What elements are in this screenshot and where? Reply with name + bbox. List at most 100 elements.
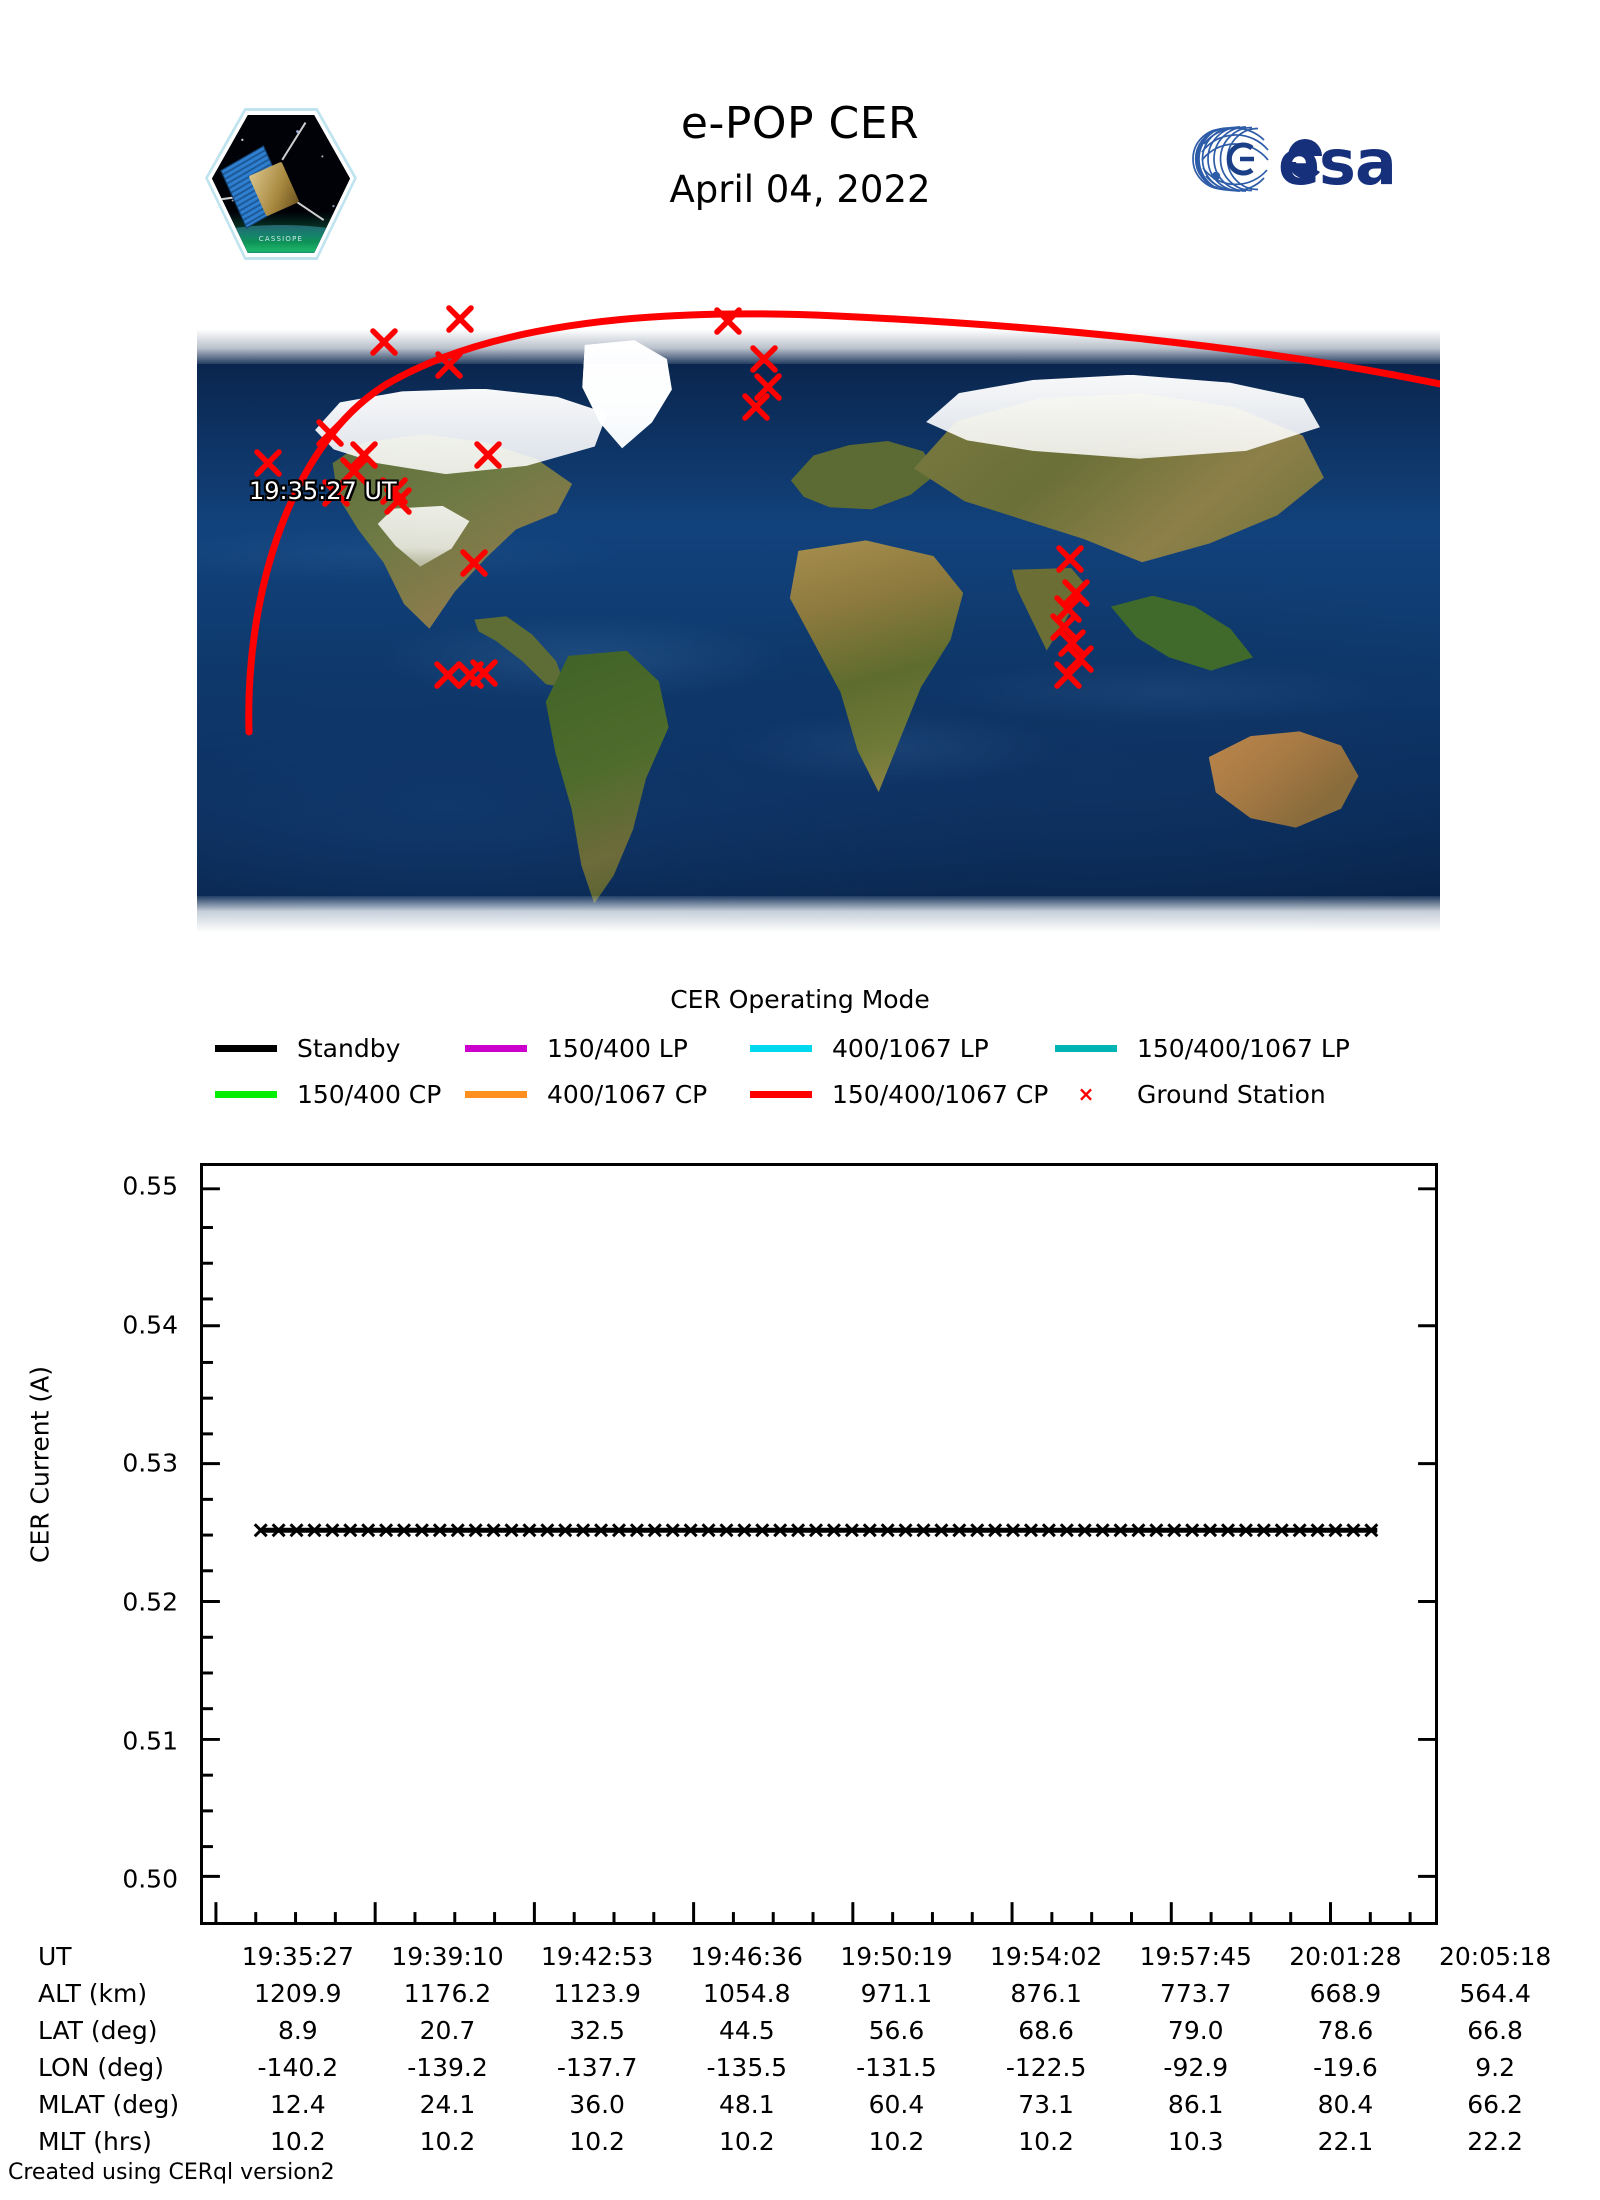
legend-item-150-400-cp[interactable]: 150/400 CP (215, 1080, 465, 1109)
table-cell: -140.2 (257, 2053, 339, 2082)
table-cell: 12.4 (269, 2090, 326, 2119)
ground-track-map: 19:35:27 UT 20:05:18 UT (197, 292, 1440, 982)
table-cell: 10.2 (718, 2127, 775, 2156)
footer-credit: Created using CERql version2 (8, 2160, 335, 2185)
table-cell: 19:46:36 (690, 1942, 803, 1971)
table-cell: 22.2 (1467, 2127, 1523, 2156)
legend-label-150-400-cp: 150/400 CP (297, 1079, 442, 1109)
legend-label-150-400-lp: 150/400 LP (547, 1033, 688, 1063)
table-cell: -19.6 (1313, 2053, 1378, 2082)
table-row: MLAT (deg) 12.4 24.1 36.0 48.1 60.4 73.1 86.1 80… (30, 2086, 1570, 2123)
ephemeris-table-grid: UT 19:35:27 19:39:10 19:42:53 19:46:36 19:50:… (30, 1938, 1570, 2160)
ephemeris-table: UT 19:35:27 19:39:10 19:42:53 19:46:36 19:50:… (30, 1938, 1570, 2160)
table-cell: -92.9 (1163, 2053, 1229, 2082)
table-row: ALT (km) 1209.9 1176.2 1123.9 1054.8 971.1 876… (30, 1975, 1570, 2012)
legend-label-400-1067-lp: 400/1067 LP (832, 1033, 989, 1063)
legend-label-ground-station: Ground Station (1137, 1079, 1326, 1109)
plot-canvas (203, 1187, 1435, 1922)
table-cell: 19:54:02 (989, 1942, 1103, 1971)
legend-item-150-400-1067-cp[interactable]: 150/400/1067 CP (750, 1080, 1055, 1109)
table-cell: 66.2 (1467, 2090, 1523, 2119)
legend-item-400-1067-cp[interactable]: 400/1067 CP (465, 1080, 750, 1109)
table-cell: 48.1 (718, 2090, 775, 2119)
svg-text:esa: esa (1278, 126, 1396, 199)
table-cell: 773.7 (1159, 1979, 1232, 2008)
legend-swatch-150-400-1067-lp (1055, 1044, 1117, 1052)
table-cell: 10.3 (1167, 2127, 1224, 2156)
legend-swatch-400-1067-cp (465, 1090, 527, 1098)
table-row-label: LON (deg) (38, 2053, 164, 2082)
table-cell: -131.5 (856, 2053, 937, 2082)
orbit-overlay (245, 305, 1440, 736)
table-row-label: MLT (hrs) (38, 2127, 152, 2156)
table-cell: 19:50:19 (840, 1942, 953, 1971)
ephemeris-table-body: UT 19:35:27 19:39:10 19:42:53 19:46:36 19:50:… (30, 1938, 1570, 2160)
table-cell: 10.2 (569, 2127, 625, 2156)
table-cell: 10.2 (269, 2127, 326, 2156)
y-tick-0-50: 0.50 (122, 1864, 178, 1894)
page-title: e-POP CER (680, 98, 920, 149)
table-cell: 876.1 (1010, 1979, 1082, 2008)
table-cell: 78.6 (1317, 2016, 1374, 2045)
ground-station-x-icon: × (1077, 1082, 1095, 1106)
operating-mode-legend: Standby 150/400 LP 400/1067 LP 150/400/1… (215, 1030, 1435, 1122)
table-cell: 19:42:53 (541, 1942, 654, 1971)
orbit-ground-track (245, 310, 1440, 736)
table-row-label: ALT (km) (38, 1979, 148, 2008)
table-cell: 564.4 (1459, 1979, 1531, 2008)
table-cell: 20.7 (419, 2016, 476, 2045)
ground-station-markers (254, 305, 1094, 689)
table-cell: 20:01:28 (1289, 1942, 1402, 1971)
table-cell: 20:05:18 (1438, 1942, 1552, 1971)
table-cell: -122.5 (1005, 2053, 1087, 2082)
table-cell: 19:35:27 (241, 1942, 354, 1971)
table-cell: 86.1 (1167, 2090, 1224, 2119)
cer-current-plot[interactable] (200, 1163, 1438, 1925)
legend-item-ground-station[interactable]: × Ground Station (1055, 1080, 1326, 1109)
legend-item-150-400-1067-lp[interactable]: 150/400/1067 LP (1055, 1034, 1350, 1063)
legend-label-150-400-1067-lp: 150/400/1067 LP (1137, 1033, 1350, 1063)
table-row-label: UT (38, 1942, 72, 1971)
y-tick-0-54: 0.54 (122, 1310, 178, 1340)
table-cell: 36.0 (569, 2090, 625, 2119)
legend-item-400-1067-lp[interactable]: 400/1067 LP (750, 1034, 1055, 1063)
y-tick-0-53: 0.53 (122, 1448, 178, 1478)
table-cell: 19:39:10 (391, 1942, 504, 1971)
table-row-label: LAT (deg) (38, 2016, 158, 2045)
table-row: LON (deg) -140.2 -139.2 -137.7 -135.5 -131.5 -… (30, 2049, 1570, 2086)
y-tick-0-52: 0.52 (122, 1587, 178, 1617)
esa-agency-logo: esa (1190, 118, 1460, 200)
table-cell: 8.9 (277, 2016, 318, 2045)
legend-label-400-1067-cp: 400/1067 CP (547, 1079, 708, 1109)
legend-title: CER Operating Mode (670, 985, 930, 1014)
table-cell: 22.1 (1317, 2127, 1374, 2156)
standby-markers (253, 1523, 1379, 1538)
page-date: April 04, 2022 (669, 168, 931, 211)
table-cell: 44.5 (718, 2016, 775, 2045)
table-row: LAT (deg) 8.9 20.7 32.5 44.5 56.6 68.6 79.0 78.6… (30, 2012, 1570, 2049)
table-cell: 10.2 (1018, 2127, 1074, 2156)
table-cell: 32.5 (569, 2016, 625, 2045)
cassiope-mission-logo: CASSIOPE (205, 108, 357, 260)
legend-swatch-150-400-lp (465, 1044, 527, 1052)
y-tick-0-55: 0.55 (122, 1171, 178, 1201)
legend-item-150-400-lp[interactable]: 150/400 LP (465, 1034, 750, 1063)
legend-swatch-150-400-1067-cp (750, 1090, 812, 1098)
table-cell: -137.7 (556, 2053, 638, 2082)
table-cell: 1054.8 (703, 1979, 791, 2008)
y-axis-tick-labels: 0.55 0.54 0.53 0.52 0.51 0.50 (0, 1163, 200, 1925)
table-cell: 60.4 (868, 2090, 925, 2119)
y-tick-0-51: 0.51 (122, 1726, 178, 1756)
table-cell: 24.1 (419, 2090, 476, 2119)
logo-caption: CASSIOPE (258, 235, 304, 243)
table-cell: 9.2 (1475, 2053, 1515, 2082)
legend-row-2: 150/400 CP 400/1067 CP 150/400/1067 CP ×… (215, 1076, 1435, 1112)
esa-wordmark: esa (1278, 126, 1397, 199)
table-cell: 79.0 (1167, 2016, 1224, 2045)
series-standby (253, 1523, 1379, 1538)
legend-item-standby[interactable]: Standby (215, 1034, 465, 1063)
table-cell: 1123.9 (553, 1979, 641, 2008)
legend-label-150-400-1067-cp: 150/400/1067 CP (832, 1079, 1049, 1109)
legend-row-1: Standby 150/400 LP 400/1067 LP 150/400/1… (215, 1030, 1435, 1066)
table-cell: 1176.2 (403, 1979, 492, 2008)
